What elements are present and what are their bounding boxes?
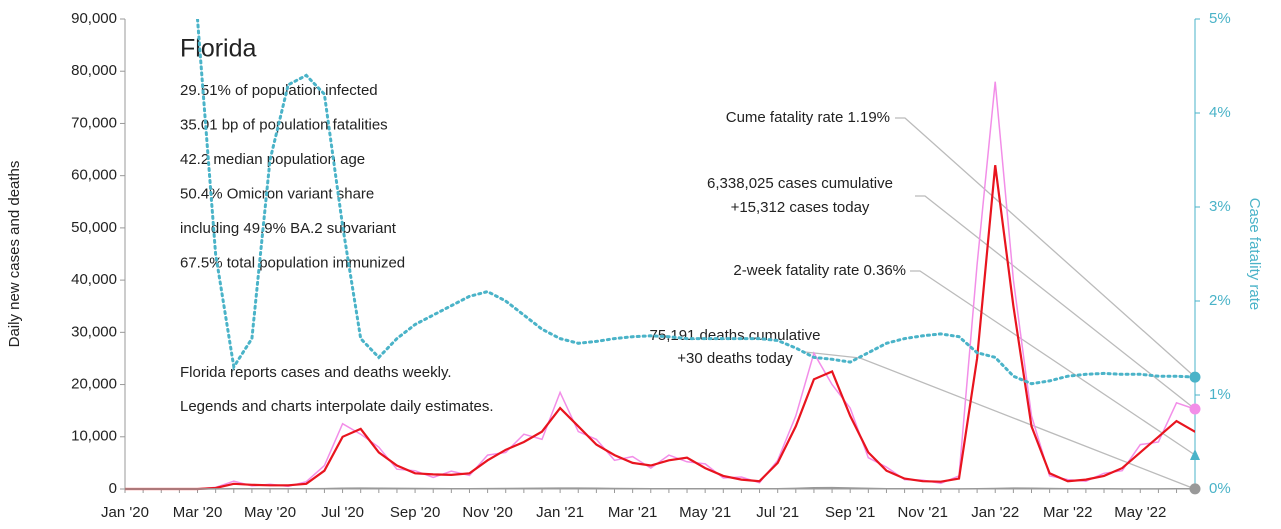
y2-tick-label: 2%: [1209, 292, 1231, 309]
note: Florida reports cases and deaths weekly.: [180, 364, 452, 381]
y2-tick-label: 0%: [1209, 480, 1231, 497]
annotation: +15,312 cases today: [731, 199, 870, 216]
marker: [1190, 449, 1200, 460]
x-tick-label: Jul '20: [321, 504, 364, 521]
series-line: [125, 165, 1195, 491]
x-tick-label: Mar '22: [1043, 504, 1093, 521]
y-tick-label: 60,000: [71, 167, 117, 184]
y2-tick-label: 5%: [1209, 10, 1231, 27]
x-tick-label: Mar '20: [173, 504, 223, 521]
x-tick-label: Jul '21: [756, 504, 799, 521]
y-tick-label: 80,000: [71, 62, 117, 79]
subtitle-line: 29.51% of population infected: [180, 82, 378, 99]
end-marker: [1189, 403, 1201, 415]
y2-tick-label: 4%: [1209, 104, 1231, 121]
subtitle-line: 67.5% total population immunized: [180, 254, 405, 271]
x-tick-label: Nov '21: [898, 504, 948, 521]
annotation: 6,338,025 cases cumulative: [707, 175, 893, 192]
x-tick-label: May '22: [1114, 504, 1166, 521]
note: Legends and charts interpolate daily est…: [180, 398, 494, 415]
x-tick-label: Sep '20: [390, 504, 440, 521]
x-tick-label: May '20: [244, 504, 296, 521]
end-marker: [1189, 371, 1201, 383]
series-line: [196, 19, 1195, 386]
y-tick-label: 70,000: [71, 114, 117, 131]
y2-axis-title: Case fatality rate: [1246, 198, 1263, 311]
x-tick-label: Jan '21: [536, 504, 584, 521]
x-tick-label: Mar '21: [608, 504, 658, 521]
y2-tick-label: 1%: [1209, 386, 1231, 403]
annotation: Cume fatality rate 1.19%: [726, 109, 890, 126]
series-line: [125, 81, 1195, 490]
x-tick-label: Nov '20: [462, 504, 512, 521]
x-tick-label: Sep '21: [825, 504, 875, 521]
subtitle-line: 35.01 bp of population fatalities: [180, 116, 388, 133]
leader-lines: [804, 117, 1196, 490]
y-axis-title: Daily new cases and deaths: [6, 161, 23, 348]
annotation: 2-week fatality rate 0.36%: [733, 262, 906, 279]
end-marker: [1189, 483, 1201, 495]
chart-title: Florida: [180, 35, 257, 63]
x-tick-label: Jan '22: [971, 504, 1019, 521]
x-tick-label: Jan '20: [101, 504, 149, 521]
y-tick-label: 50,000: [71, 219, 117, 236]
y-tick-label: 40,000: [71, 271, 117, 288]
y-tick-label: 20,000: [71, 376, 117, 393]
x-tick-label: May '21: [679, 504, 731, 521]
annotation: 75,191 deaths cumulative: [650, 327, 821, 344]
y-tick-label: 90,000: [71, 10, 117, 27]
y-tick-label: 30,000: [71, 323, 117, 340]
y-tick-label: 0: [109, 480, 117, 497]
y2-tick-label: 3%: [1209, 198, 1231, 215]
subtitle: 29.51% of population infected 35.01 bp of…: [180, 82, 405, 272]
series-line: [125, 486, 1195, 490]
y-tick-label: 10,000: [71, 428, 117, 445]
subtitle-line: 42.2 median population age: [180, 151, 365, 168]
annotation: +30 deaths today: [677, 350, 793, 367]
subtitle-line: 50.4% Omicron variant share: [180, 185, 374, 202]
